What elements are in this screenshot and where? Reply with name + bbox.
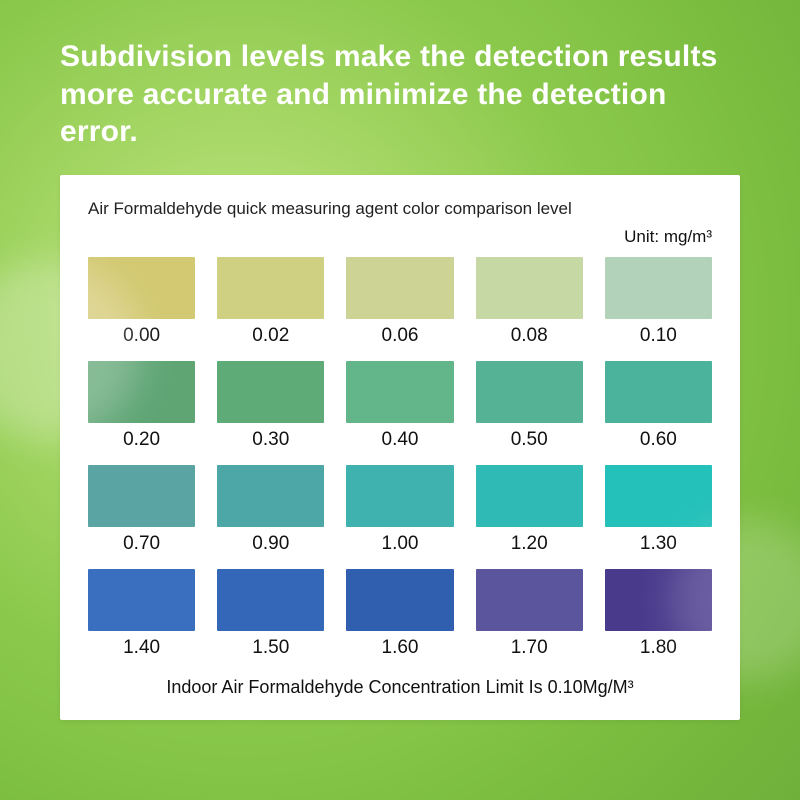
color-swatch <box>605 465 712 527</box>
swatch-cell: 0.00 <box>88 257 195 355</box>
color-swatch <box>346 569 453 631</box>
swatch-cell: 1.20 <box>476 465 583 563</box>
color-swatch <box>476 257 583 319</box>
swatch-cell: 0.02 <box>217 257 324 355</box>
color-swatch <box>88 465 195 527</box>
swatch-value: 0.20 <box>88 429 195 451</box>
swatch-value: 1.50 <box>217 637 324 659</box>
color-swatch <box>88 257 195 319</box>
swatch-cell: 0.70 <box>88 465 195 563</box>
color-swatch <box>605 257 712 319</box>
swatch-value: 1.60 <box>346 637 453 659</box>
swatch-cell: 0.60 <box>605 361 712 459</box>
color-swatch <box>88 569 195 631</box>
swatch-cell: 1.80 <box>605 569 712 667</box>
swatch-cell: 1.50 <box>217 569 324 667</box>
swatch-value: 0.30 <box>217 429 324 451</box>
swatch-value: 0.70 <box>88 533 195 555</box>
swatch-cell: 0.40 <box>346 361 453 459</box>
color-swatch <box>476 465 583 527</box>
swatch-cell: 0.10 <box>605 257 712 355</box>
color-swatch <box>217 569 324 631</box>
color-swatch <box>476 361 583 423</box>
color-swatch <box>605 569 712 631</box>
swatch-value: 0.40 <box>346 429 453 451</box>
swatch-value: 0.00 <box>88 325 195 347</box>
swatch-cell: 0.06 <box>346 257 453 355</box>
color-swatch <box>217 361 324 423</box>
swatch-grid: 0.00 0.02 0.06 0.08 0.10 0.20 0.30 0.40 0.50 0.60… <box>88 257 712 667</box>
swatch-cell: 1.60 <box>346 569 453 667</box>
headline-text: Subdivision levels make the detection re… <box>0 0 800 175</box>
card-title: Air Formaldehyde quick measuring agent c… <box>88 199 712 219</box>
swatch-cell: 1.40 <box>88 569 195 667</box>
color-swatch <box>476 569 583 631</box>
color-swatch <box>217 257 324 319</box>
swatch-value: 0.06 <box>346 325 453 347</box>
swatch-value: 1.30 <box>605 533 712 555</box>
comparison-card: Air Formaldehyde quick measuring agent c… <box>60 175 740 720</box>
swatch-cell: 0.08 <box>476 257 583 355</box>
color-swatch <box>88 361 195 423</box>
color-swatch <box>346 361 453 423</box>
color-swatch <box>346 465 453 527</box>
swatch-value: 1.00 <box>346 533 453 555</box>
swatch-cell: 1.30 <box>605 465 712 563</box>
swatch-cell: 0.20 <box>88 361 195 459</box>
swatch-cell: 0.30 <box>217 361 324 459</box>
swatch-value: 1.20 <box>476 533 583 555</box>
swatch-value: 1.70 <box>476 637 583 659</box>
unit-label: Unit: mg/m³ <box>88 227 712 247</box>
swatch-value: 1.40 <box>88 637 195 659</box>
swatch-value: 0.50 <box>476 429 583 451</box>
color-swatch <box>217 465 324 527</box>
swatch-value: 0.60 <box>605 429 712 451</box>
swatch-value: 0.10 <box>605 325 712 347</box>
swatch-value: 0.08 <box>476 325 583 347</box>
swatch-value: 0.90 <box>217 533 324 555</box>
swatch-cell: 1.00 <box>346 465 453 563</box>
color-swatch <box>605 361 712 423</box>
swatch-cell: 1.70 <box>476 569 583 667</box>
footnote-text: Indoor Air Formaldehyde Concentration Li… <box>88 677 712 698</box>
swatch-cell: 0.50 <box>476 361 583 459</box>
color-swatch <box>346 257 453 319</box>
swatch-value: 0.02 <box>217 325 324 347</box>
swatch-cell: 0.90 <box>217 465 324 563</box>
swatch-value: 1.80 <box>605 637 712 659</box>
